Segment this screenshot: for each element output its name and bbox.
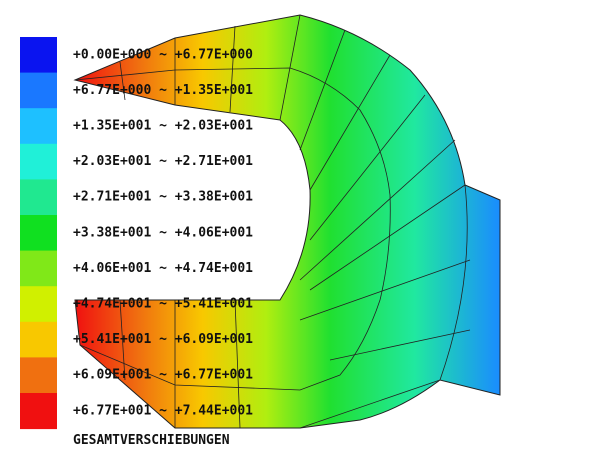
legend-label: +4.06E+001 ~ +4.74E+001 [73, 261, 253, 276]
legend-swatch [20, 143, 57, 180]
legend-swatch [20, 250, 57, 287]
legend-swatch [20, 108, 57, 145]
legend-swatch [20, 37, 57, 74]
legend-swatch [20, 72, 57, 109]
legend-swatch [20, 321, 57, 358]
legend-swatch [20, 393, 57, 430]
legend-swatch [20, 286, 57, 323]
legend-title: GESAMTVERSCHIEBUNGEN [73, 433, 230, 448]
legend-swatch [20, 357, 57, 394]
legend-label: +0.00E+000 ~ +6.77E+000 [73, 47, 253, 62]
legend-label: +6.77E+001 ~ +7.44E+001 [73, 403, 253, 418]
legend-label: +6.09E+001 ~ +6.77E+001 [73, 368, 253, 383]
legend-label: +3.38E+001 ~ +4.06E+001 [73, 225, 253, 240]
legend-label: +6.77E+000 ~ +1.35E+001 [73, 83, 253, 98]
legend-swatch [20, 179, 57, 216]
legend-label: +4.74E+001 ~ +5.41E+001 [73, 297, 253, 312]
wrench-shape [73, 14, 501, 429]
legend-label: +2.03E+001 ~ +2.71E+001 [73, 154, 253, 169]
legend-label: +5.41E+001 ~ +6.09E+001 [73, 332, 253, 347]
legend-label: +2.71E+001 ~ +3.38E+001 [73, 190, 253, 205]
legend-swatch [20, 215, 57, 252]
legend-label: +1.35E+001 ~ +2.03E+001 [73, 119, 253, 134]
mesh-lines [74, 14, 471, 429]
